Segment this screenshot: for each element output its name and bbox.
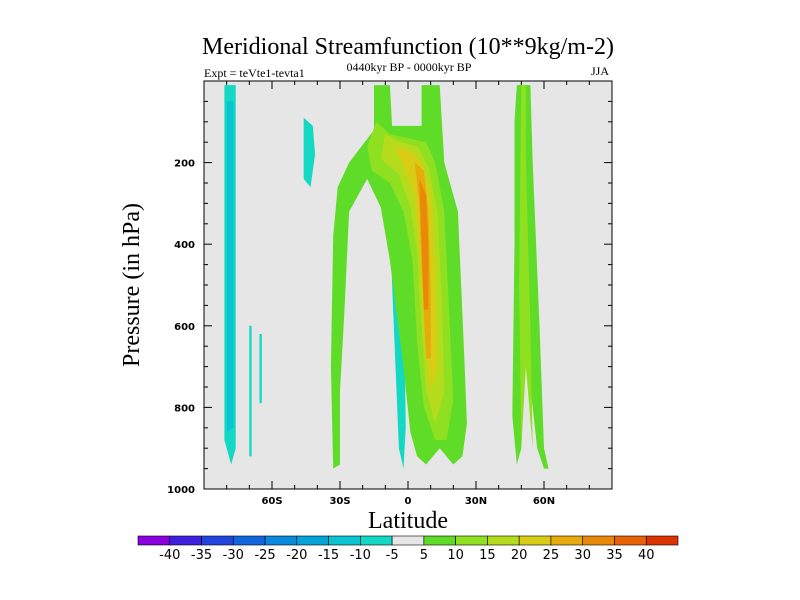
colorbar-swatch xyxy=(487,535,520,546)
x-tick-label: 60S xyxy=(261,496,282,507)
contour-region-red-orange-core xyxy=(419,178,429,310)
colorbar-label: -35 xyxy=(191,548,212,563)
subtitle-center: 0440kyr BP - 0000kyr BP xyxy=(347,60,472,74)
y-axis: 200 400 600 800 1000 xyxy=(167,100,612,496)
x-axis-label: Latitude xyxy=(368,508,448,534)
colorbar-label: -40 xyxy=(159,548,180,563)
subtitle-left: Expt = teVte1-tevta1 xyxy=(204,66,305,80)
contour-region-cyan-upper-40S xyxy=(303,117,316,188)
colorbar-label: -15 xyxy=(318,548,339,563)
colorbar-swatch xyxy=(137,535,171,546)
colorbar-swatch xyxy=(614,535,647,546)
colorbar-swatch xyxy=(360,535,393,546)
colorbar-label: 40 xyxy=(638,548,655,563)
colorbar-label: -25 xyxy=(254,548,275,563)
colorbar-swatch xyxy=(169,535,202,546)
y-tick-label: 200 xyxy=(174,159,195,170)
y-tick-label: 400 xyxy=(174,240,195,251)
colorbar-swatch xyxy=(264,535,298,546)
colorbar-swatch xyxy=(455,535,488,546)
colorbar-swatch xyxy=(328,535,361,546)
colorbar-label: -20 xyxy=(286,548,307,563)
contour-region-cyan-tiny-60S xyxy=(259,334,262,404)
x-tick-label: 30S xyxy=(329,496,350,507)
colorbar-label: 25 xyxy=(543,548,560,563)
y-axis-label: Pressure (in hPa) xyxy=(119,203,145,367)
colorbar-label: 5 xyxy=(420,548,428,563)
contour-region-cyan-small-60S xyxy=(249,325,252,457)
colorbar-swatch xyxy=(296,535,329,546)
x-tick-label: 0 xyxy=(405,496,412,507)
colorbar-swatch xyxy=(391,535,425,546)
colorbar-swatch xyxy=(582,535,615,546)
subtitle-right: JJA xyxy=(591,64,609,78)
colorbar-label: -5 xyxy=(386,548,399,563)
contour-region-teal-60S-core xyxy=(226,101,234,432)
y-tick-label: 1000 xyxy=(167,485,195,496)
x-tick-label: 60N xyxy=(533,496,555,507)
colorbar: -40 -35 -30 -25 -20 -15 -10 -5 5 10 15 20 25 30 35 40 xyxy=(137,535,679,563)
contour-regions xyxy=(224,85,549,469)
y-tick-label: 800 xyxy=(174,403,195,414)
chart-title: Meridional Streamfunction (10**9kg/m-2) xyxy=(202,34,614,60)
colorbar-swatch xyxy=(518,535,552,546)
y-tick-label: 600 xyxy=(174,322,195,333)
colorbar-label: 10 xyxy=(447,548,464,563)
x-tick-label: 30N xyxy=(465,496,487,507)
colorbar-label: -30 xyxy=(223,548,244,563)
colorbar-swatch xyxy=(201,535,234,546)
contour-region-green-60N-b xyxy=(519,85,533,449)
colorbar-label: -10 xyxy=(350,548,371,563)
colorbar-swatch xyxy=(423,535,456,546)
colorbar-swatch xyxy=(645,535,679,546)
colorbar-label: 35 xyxy=(606,548,623,563)
colorbar-label: 30 xyxy=(574,548,591,563)
colorbar-swatch xyxy=(550,535,584,546)
colorbar-swatch xyxy=(232,535,266,546)
colorbar-label: 15 xyxy=(479,548,496,563)
colorbar-label: 20 xyxy=(511,548,528,563)
x-axis: 60S 30S 0 30N 60N xyxy=(226,81,590,507)
